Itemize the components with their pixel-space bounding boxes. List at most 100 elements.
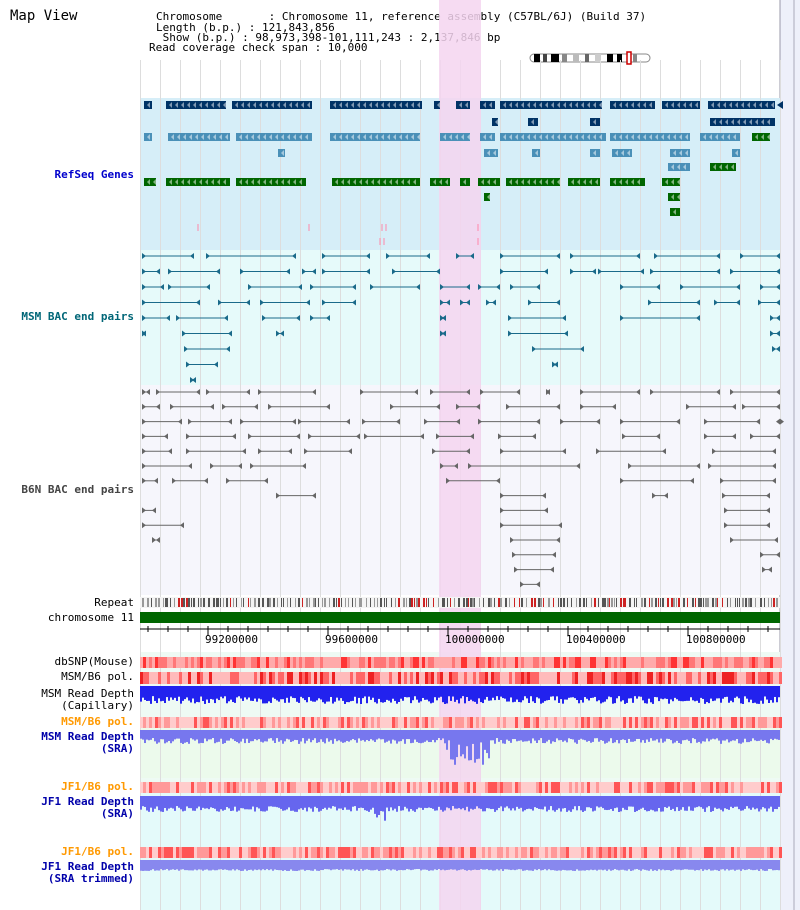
jf1-depth-trim-bar xyxy=(440,860,442,871)
bac-end-marker xyxy=(390,403,394,410)
dbsnp-stripe xyxy=(662,657,665,668)
jf1-depth-trim-bar xyxy=(400,860,402,870)
jf1-pol2-stripe xyxy=(443,847,446,858)
jf1-depth-trim-bar xyxy=(556,860,558,871)
msm-pol-stripe xyxy=(290,672,293,684)
msm-depth-sra-bar xyxy=(658,730,660,743)
bac-end-marker xyxy=(520,581,524,588)
jf1-pol2-stripe xyxy=(182,847,185,858)
msm-pol-stripe xyxy=(278,672,281,684)
repeat-element xyxy=(348,598,349,607)
bac-end-marker xyxy=(432,448,436,455)
msm-pol2-stripe xyxy=(707,717,710,728)
jf1-depth-trim-bar xyxy=(558,860,560,871)
jf1-depth-sra-bar xyxy=(706,796,708,808)
track-label-chromosome[interactable]: chromosome 11 xyxy=(47,611,134,624)
jf1-depth-sra-bar xyxy=(570,796,572,812)
jf1-pol2-stripe xyxy=(254,847,257,858)
msm-depth-cap-bar xyxy=(358,686,360,698)
msm-depth-sra-bar xyxy=(338,730,340,741)
jf1-pol2-stripe xyxy=(476,847,479,858)
msm-pol-stripe xyxy=(287,672,290,684)
jf1-pol-stripe xyxy=(701,782,704,793)
track-label-msm-depth-sra-1[interactable]: MSM Read Depth xyxy=(41,730,134,743)
gene-arrow xyxy=(387,102,390,108)
gene-arrow xyxy=(655,134,658,140)
jf1-pol-stripe xyxy=(572,782,575,793)
track-label-dbsnp[interactable]: dbSNP(Mouse) xyxy=(54,655,134,668)
msm-depth-sra-bar xyxy=(540,730,542,739)
msm-pol2-stripe xyxy=(365,717,368,728)
jf1-depth-trim-bar xyxy=(344,860,346,870)
dbsnp-stripe xyxy=(683,657,686,668)
dbsnp-stripe xyxy=(425,657,428,668)
jf1-pol2-stripe xyxy=(539,847,542,858)
dbsnp-stripe xyxy=(671,657,674,668)
dbsnp-stripe xyxy=(422,657,425,668)
jf1-depth-sra-bar xyxy=(192,796,194,811)
msm-pol-stripe xyxy=(749,672,752,684)
msm-depth-sra-bar xyxy=(216,730,218,743)
repeat-element xyxy=(333,598,335,607)
track-label-msm-pol-1[interactable]: MSM/B6 pol. xyxy=(61,670,134,683)
jf1-pol-stripe xyxy=(620,782,623,793)
dbsnp-stripe xyxy=(326,657,329,668)
dbsnp-stripe xyxy=(716,657,719,668)
jf1-pol2-stripe xyxy=(185,847,188,858)
repeat-element xyxy=(526,598,527,607)
repeat-element xyxy=(186,598,188,607)
msm-depth-sra-bar xyxy=(462,730,464,755)
bac-end-marker xyxy=(190,253,194,259)
repeat-element xyxy=(181,598,183,607)
jf1-depth-trim-bar xyxy=(506,860,508,870)
msm-pol-stripe xyxy=(413,672,416,684)
msm-depth-cap-bar xyxy=(324,686,326,704)
jf1-pol2-stripe xyxy=(452,847,455,858)
gene-arrow xyxy=(459,102,462,108)
jf1-depth-sra-bar xyxy=(146,796,148,811)
msm-pol-stripe xyxy=(179,672,182,684)
jf1-pol-stripe xyxy=(713,782,716,793)
msm-depth-sra-bar xyxy=(198,730,200,744)
msm-pol-stripe xyxy=(272,672,275,684)
jf1-pol-stripe xyxy=(188,782,191,793)
track-label-msm-depth-cap-1[interactable]: MSM Read Depth xyxy=(41,687,134,700)
dbsnp-stripe xyxy=(752,657,755,668)
track-label-jf1-depth-trim-1[interactable]: JF1 Read Depth xyxy=(41,860,134,873)
bac-end-marker xyxy=(486,299,490,306)
track-label-refseq[interactable]: RefSeq Genes xyxy=(54,168,134,181)
bac-end-marker xyxy=(296,433,300,440)
msm-pol-stripe xyxy=(611,672,614,684)
msm-depth-sra-bar xyxy=(292,730,294,742)
axis-tick-label: 100800000 xyxy=(686,633,746,646)
dbsnp-stripe xyxy=(419,657,422,668)
msm-pol2-stripe xyxy=(503,717,506,728)
track-label-jf1-pol-1[interactable]: JF1/B6 pol. xyxy=(61,780,134,793)
jf1-pol-stripe xyxy=(482,782,485,793)
jf1-depth-sra-bar xyxy=(600,796,602,807)
msm-depth-sra-bar xyxy=(408,730,410,740)
jf1-pol-stripe xyxy=(584,782,587,793)
track-label-msm-pol-2[interactable]: MSM/B6 pol. xyxy=(61,715,134,728)
msm-pol-stripe xyxy=(218,672,221,684)
jf1-pol2-stripe xyxy=(233,847,236,858)
track-label-b6n-bac[interactable]: B6N BAC end pairs xyxy=(21,483,134,496)
jf1-depth-sra-bar xyxy=(270,796,272,807)
track-label-jf1-depth-sra-1[interactable]: JF1 Read Depth xyxy=(41,795,134,808)
msm-depth-sra-bar xyxy=(692,730,694,739)
jf1-depth-trim-bar xyxy=(412,860,414,870)
jf1-pol-stripe xyxy=(194,782,197,793)
gene-arrow xyxy=(743,119,746,125)
msm-pol2-stripe xyxy=(239,717,242,728)
track-label-msm-bac[interactable]: MSM BAC end pairs xyxy=(21,310,134,323)
dbsnp-stripe xyxy=(539,657,542,668)
msm-depth-cap-bar xyxy=(382,686,384,703)
msm-depth-cap-bar xyxy=(198,686,200,703)
track-label-jf1-pol-2[interactable]: JF1/B6 pol. xyxy=(61,845,134,858)
jf1-depth-sra-bar xyxy=(722,796,724,812)
jf1-depth-trim-bar xyxy=(538,860,540,870)
msm-depth-cap-bar xyxy=(484,686,486,700)
track-label-repeat[interactable]: Repeat xyxy=(94,596,134,609)
msm-depth-cap-bar xyxy=(250,686,252,701)
